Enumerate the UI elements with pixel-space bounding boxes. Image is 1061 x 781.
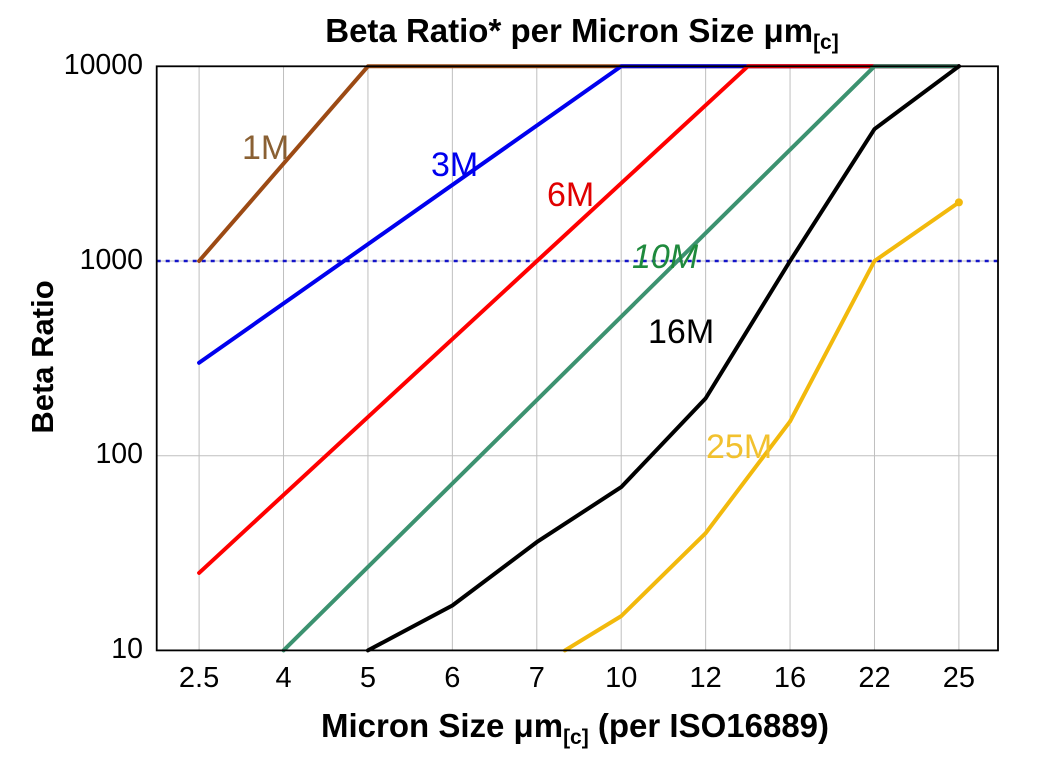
svg-text:22: 22 bbox=[858, 662, 890, 694]
svg-text:10: 10 bbox=[605, 662, 637, 694]
svg-text:4: 4 bbox=[275, 662, 291, 694]
svg-text:10M: 10M bbox=[632, 238, 699, 276]
svg-text:Beta Ratio* per Micron Size μm: Beta Ratio* per Micron Size μm[c] bbox=[325, 12, 838, 54]
svg-text:7: 7 bbox=[529, 662, 545, 694]
svg-text:16: 16 bbox=[774, 662, 806, 694]
svg-text:100: 100 bbox=[95, 438, 143, 470]
svg-text:6M: 6M bbox=[547, 176, 594, 214]
svg-text:12: 12 bbox=[689, 662, 721, 694]
svg-text:1M: 1M bbox=[242, 129, 289, 167]
svg-text:2.5: 2.5 bbox=[179, 662, 219, 694]
svg-text:5: 5 bbox=[360, 662, 376, 694]
svg-text:6: 6 bbox=[444, 662, 460, 694]
svg-text:25M: 25M bbox=[706, 428, 772, 466]
svg-text:10: 10 bbox=[111, 633, 143, 665]
svg-text:3M: 3M bbox=[431, 146, 478, 184]
svg-text:1000: 1000 bbox=[80, 244, 143, 276]
svg-text:16M: 16M bbox=[648, 313, 714, 351]
svg-text:Beta Ratio: Beta Ratio bbox=[25, 280, 60, 433]
svg-text:25: 25 bbox=[943, 662, 975, 694]
svg-text:10000: 10000 bbox=[64, 49, 143, 81]
